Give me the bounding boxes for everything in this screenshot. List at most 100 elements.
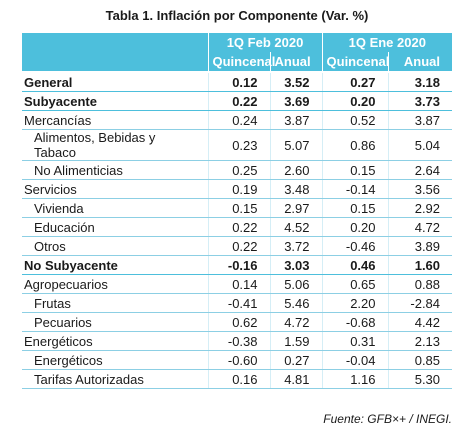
value-cell: 5.04 bbox=[387, 129, 453, 161]
table-row: Alimentos, Bebidas y Tabaco 0.23 5.07 0.86 5… bbox=[22, 129, 453, 161]
header-cell: 1Q Ene 2020 bbox=[321, 33, 453, 52]
header-cell: Quincenal bbox=[321, 52, 389, 72]
table-title: Tabla 1. Inflación por Componente (Var. … bbox=[105, 8, 369, 23]
value-cell: -0.60 bbox=[207, 350, 270, 370]
table-row: Vivienda 0.15 2.97 0.15 2.92 bbox=[22, 198, 453, 218]
value-cell: 0.86 bbox=[321, 129, 389, 161]
value-cell: -0.04 bbox=[321, 350, 389, 370]
row-label: Agropecuarios bbox=[22, 274, 208, 294]
table-row: No Alimenticias 0.25 2.60 0.15 2.64 bbox=[22, 160, 453, 180]
table-row: Subyacente 0.22 3.69 0.20 3.73 bbox=[22, 91, 453, 111]
value-cell: 0.23 bbox=[207, 129, 270, 161]
value-cell: 0.20 bbox=[321, 91, 389, 111]
value-cell: 1.59 bbox=[269, 331, 323, 351]
header-row: Quincenal Anual Quincenal Anual bbox=[22, 52, 453, 72]
table-row: Energéticos -0.38 1.59 0.31 2.13 bbox=[22, 331, 453, 351]
row-label: Pecuarios bbox=[22, 312, 208, 332]
row-label: No Alimenticias bbox=[22, 160, 208, 180]
value-cell: -0.14 bbox=[321, 179, 389, 199]
value-cell: 0.46 bbox=[321, 255, 389, 275]
value-cell: 3.73 bbox=[387, 91, 453, 111]
row-label: Mercancías bbox=[22, 110, 208, 130]
value-cell: 0.19 bbox=[207, 179, 270, 199]
value-cell: 3.69 bbox=[269, 91, 323, 111]
value-cell: 4.72 bbox=[387, 217, 453, 237]
value-cell: 1.60 bbox=[387, 255, 453, 275]
header-cell bbox=[22, 52, 208, 72]
row-label: Otros bbox=[22, 236, 208, 256]
row-label: Servicios bbox=[22, 179, 208, 199]
row-label: Subyacente bbox=[22, 91, 208, 111]
value-cell: 3.56 bbox=[387, 179, 453, 199]
value-cell: 0.62 bbox=[207, 312, 270, 332]
value-cell: 2.64 bbox=[387, 160, 453, 180]
value-cell: 0.52 bbox=[321, 110, 389, 130]
header-cell: Anual bbox=[387, 52, 453, 72]
value-cell: 0.24 bbox=[207, 110, 270, 130]
value-cell: 3.89 bbox=[387, 236, 453, 256]
row-label-text: Alimentos, Bebidas y Tabaco bbox=[34, 130, 156, 160]
value-cell: 5.30 bbox=[387, 369, 453, 389]
header-cell: 1Q Feb 2020 bbox=[207, 33, 323, 52]
value-cell: 0.14 bbox=[207, 274, 270, 294]
value-cell: 0.27 bbox=[269, 350, 323, 370]
value-cell: 0.65 bbox=[321, 274, 389, 294]
value-cell: 2.20 bbox=[321, 293, 389, 313]
value-cell: 0.22 bbox=[207, 236, 270, 256]
header-cell bbox=[22, 33, 208, 52]
value-cell: -2.84 bbox=[387, 293, 453, 313]
source-note: Fuente: GFB×+ / INEGI. bbox=[323, 412, 452, 426]
value-cell: 0.22 bbox=[207, 217, 270, 237]
table-body: General 0.12 3.52 0.27 3.18 Subyacente 0.22 3.6… bbox=[22, 71, 453, 389]
table-row: Pecuarios 0.62 4.72 -0.68 4.42 bbox=[22, 312, 453, 332]
value-cell: 3.52 bbox=[269, 71, 323, 92]
table-row: Energéticos -0.60 0.27 -0.04 0.85 bbox=[22, 350, 453, 370]
value-cell: 2.13 bbox=[387, 331, 453, 351]
table-row: Agropecuarios 0.14 5.06 0.65 0.88 bbox=[22, 274, 453, 294]
value-cell: 0.20 bbox=[321, 217, 389, 237]
value-cell: -0.46 bbox=[321, 236, 389, 256]
table-header: 1Q Feb 2020 1Q Ene 2020 Quincenal Anual … bbox=[22, 33, 453, 72]
value-cell: 3.87 bbox=[387, 110, 453, 130]
header-cell: Anual bbox=[269, 52, 323, 72]
value-cell: 4.72 bbox=[269, 312, 323, 332]
row-label: No Subyacente bbox=[22, 255, 208, 275]
table-row: Frutas -0.41 5.46 2.20 -2.84 bbox=[22, 293, 453, 313]
row-label: Educación bbox=[22, 217, 208, 237]
header-cell: Quincenal bbox=[207, 52, 275, 72]
table-row: Educación 0.22 4.52 0.20 4.72 bbox=[22, 217, 453, 237]
value-cell: 4.42 bbox=[387, 312, 453, 332]
value-cell: 0.85 bbox=[387, 350, 453, 370]
table-row: Tarifas Autorizadas 0.16 4.81 1.16 5.30 bbox=[22, 369, 453, 389]
table-row: Otros 0.22 3.72 -0.46 3.89 bbox=[22, 236, 453, 256]
value-cell: -0.41 bbox=[207, 293, 270, 313]
value-cell: 0.15 bbox=[321, 160, 389, 180]
value-cell: 0.25 bbox=[207, 160, 270, 180]
value-cell: 4.81 bbox=[269, 369, 323, 389]
value-cell: 0.16 bbox=[207, 369, 270, 389]
value-cell: -0.68 bbox=[321, 312, 389, 332]
value-cell: 0.12 bbox=[207, 71, 270, 92]
value-cell: 5.07 bbox=[269, 129, 323, 161]
value-cell: 3.18 bbox=[387, 71, 453, 92]
value-cell: 4.52 bbox=[269, 217, 323, 237]
table-row: No Subyacente -0.16 3.03 0.46 1.60 bbox=[22, 255, 453, 275]
row-label: Frutas bbox=[22, 293, 208, 313]
value-cell: 0.88 bbox=[387, 274, 453, 294]
row-label: Tarifas Autorizadas bbox=[22, 369, 208, 389]
value-cell: 0.31 bbox=[321, 331, 389, 351]
value-cell: 2.92 bbox=[387, 198, 453, 218]
value-cell: 0.22 bbox=[207, 91, 270, 111]
table: 1Q Feb 2020 1Q Ene 2020 Quincenal Anual … bbox=[22, 33, 453, 389]
table-row: Servicios 0.19 3.48 -0.14 3.56 bbox=[22, 179, 453, 199]
row-label: Alimentos, Bebidas y Tabaco bbox=[22, 129, 208, 161]
value-cell: 3.87 bbox=[269, 110, 323, 130]
row-label: Energéticos bbox=[22, 331, 208, 351]
table-row: Mercancías 0.24 3.87 0.52 3.87 bbox=[22, 110, 453, 130]
row-label: Vivienda bbox=[22, 198, 208, 218]
value-cell: 3.03 bbox=[269, 255, 323, 275]
value-cell: 2.60 bbox=[269, 160, 323, 180]
value-cell: 0.15 bbox=[321, 198, 389, 218]
row-label: Energéticos bbox=[22, 350, 208, 370]
